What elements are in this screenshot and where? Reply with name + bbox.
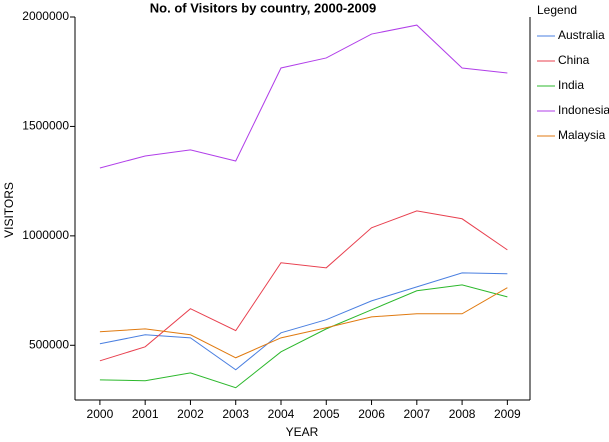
x-tick-label: 2001: [132, 407, 159, 421]
x-tick-label: 2003: [222, 407, 249, 421]
x-tick-label: 2006: [358, 407, 385, 421]
y-tick-label: 1000000: [22, 228, 69, 242]
x-tick-label: 2009: [494, 407, 521, 421]
series-line: [99, 210, 508, 362]
y-axis-label: VISITORS: [2, 182, 16, 238]
y-tick-label: 1500000: [22, 119, 69, 133]
legend-title: Legend: [537, 3, 577, 17]
series-line: [99, 287, 508, 359]
y-tick-label: 500000: [29, 337, 69, 351]
legend-label: China: [558, 53, 590, 67]
x-tick-label: 2004: [268, 407, 295, 421]
series-line: [99, 272, 508, 371]
series-line: [99, 24, 508, 169]
x-axis-label: YEAR: [286, 425, 319, 439]
x-tick-label: 2002: [177, 407, 204, 421]
legend-label: India: [558, 78, 584, 92]
chart-title: No. of Visitors by country, 2000-2009: [150, 0, 376, 15]
x-tick-label: 2000: [87, 407, 114, 421]
x-tick-label: 2008: [449, 407, 476, 421]
legend-label: Australia: [558, 28, 605, 42]
y-tick-label: 2000000: [22, 9, 69, 23]
x-tick-label: 2005: [313, 407, 340, 421]
x-tick-label: 2007: [403, 407, 430, 421]
legend-label: Malaysia: [558, 128, 606, 142]
series-line: [99, 284, 508, 389]
legend-label: Indonesia: [558, 103, 609, 117]
